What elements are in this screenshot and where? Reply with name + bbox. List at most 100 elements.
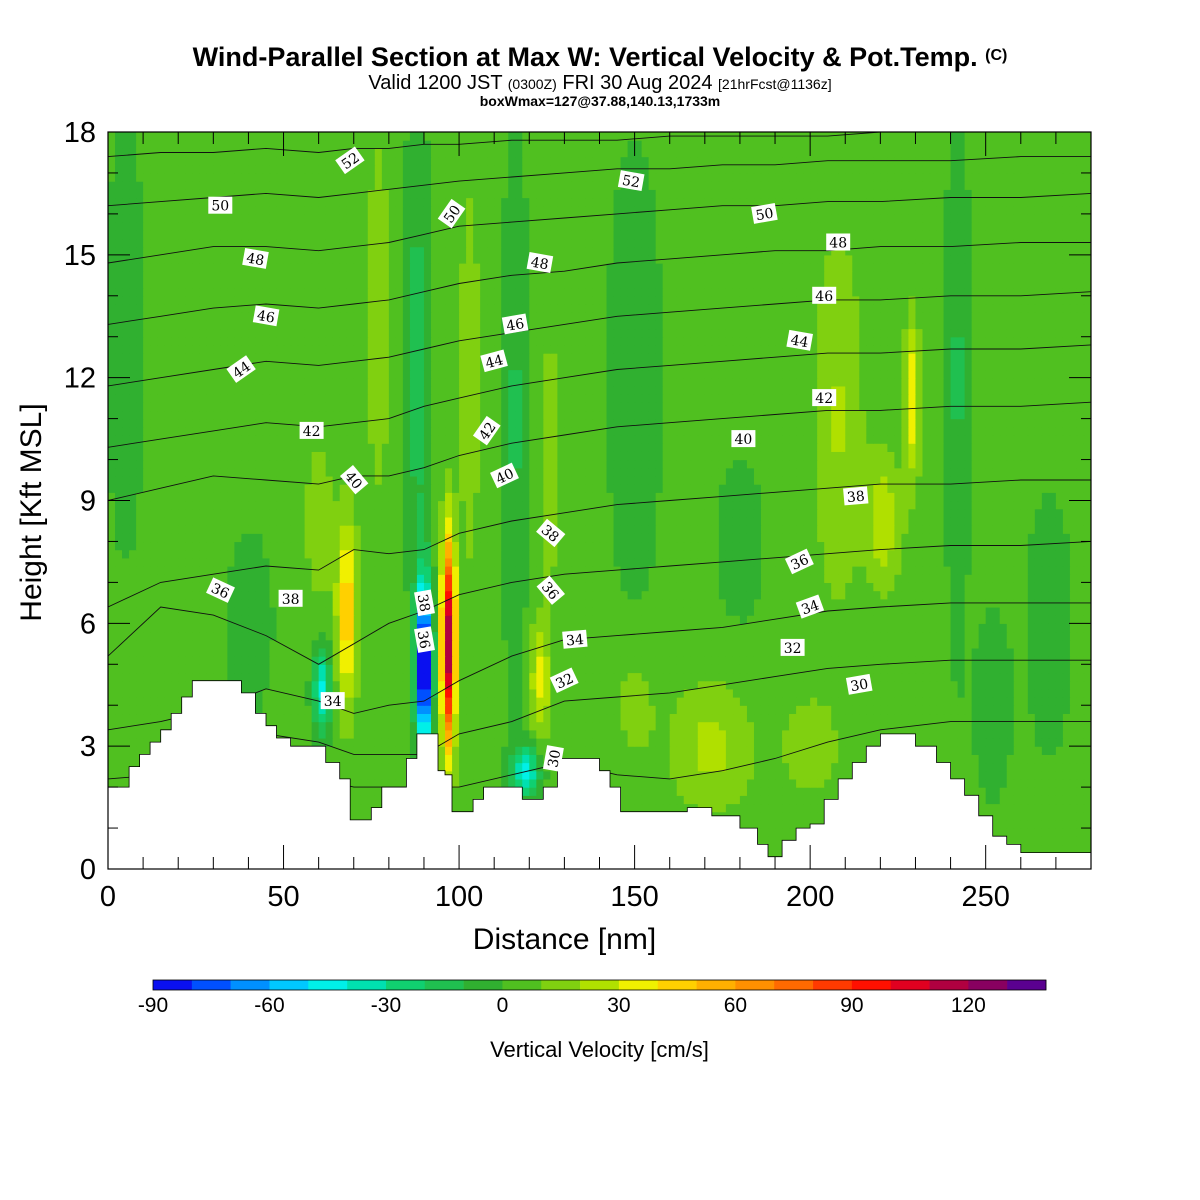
- velocity-cell: [115, 746, 123, 755]
- velocity-cell: [157, 647, 165, 657]
- velocity-cell: [971, 697, 980, 706]
- velocity-cell: [606, 623, 615, 633]
- velocity-cell: [627, 574, 636, 583]
- velocity-cell: [108, 582, 116, 592]
- velocity-cell: [255, 631, 264, 641]
- velocity-cell: [227, 672, 235, 682]
- velocity-cell: [746, 672, 755, 682]
- velocity-cell: [1041, 688, 1050, 698]
- velocity-cell: [824, 631, 832, 641]
- velocity-cell: [213, 615, 221, 624]
- velocity-cell: [866, 664, 874, 674]
- velocity-cell: [297, 631, 306, 641]
- velocity-cell: [353, 623, 362, 633]
- velocity-cell: [746, 713, 755, 723]
- velocity-cell: [276, 574, 285, 583]
- velocity-cell: [669, 598, 678, 608]
- velocity-cell: [227, 639, 235, 649]
- velocity-cell: [760, 778, 769, 788]
- velocity-cell: [1048, 778, 1057, 788]
- velocity-cell: [466, 574, 474, 583]
- velocity-cell: [515, 754, 523, 764]
- velocity-cell: [459, 746, 467, 755]
- velocity-cell: [360, 770, 369, 780]
- velocity-cell: [297, 729, 306, 739]
- velocity-cell: [248, 639, 257, 649]
- velocity-cell: [641, 582, 650, 592]
- velocity-cell: [1013, 770, 1022, 780]
- velocity-cell: [789, 721, 797, 731]
- velocity-cell: [234, 582, 243, 592]
- velocity-cell: [655, 680, 664, 690]
- velocity-cell: [108, 721, 116, 731]
- velocity-cell: [395, 721, 404, 731]
- velocity-cell: [550, 729, 558, 739]
- velocity-cell: [824, 729, 832, 739]
- velocity-cell: [957, 754, 966, 764]
- velocity-cell: [592, 582, 601, 592]
- velocity-cell: [206, 672, 214, 682]
- velocity-cell: [880, 705, 888, 715]
- velocity-cell: [178, 656, 186, 665]
- velocity-cell: [1013, 778, 1022, 788]
- velocity-cell: [494, 672, 502, 682]
- velocity-cell: [395, 713, 404, 723]
- velocity-cell: [782, 737, 790, 747]
- velocity-cell: [753, 656, 762, 665]
- velocity-cell: [353, 713, 362, 723]
- velocity-cell: [171, 656, 179, 665]
- velocity-cell: [669, 623, 678, 633]
- velocity-cell: [873, 688, 881, 698]
- velocity-cell: [943, 631, 952, 641]
- velocity-cell: [339, 598, 348, 608]
- velocity-cell: [1020, 639, 1029, 649]
- velocity-cell: [409, 705, 418, 715]
- velocity-cell: [901, 623, 910, 633]
- velocity-cell: [599, 713, 608, 723]
- velocity-cell: [353, 688, 362, 698]
- velocity-cell: [1027, 811, 1036, 821]
- velocity-cell: [1083, 811, 1091, 821]
- velocity-cell: [725, 582, 734, 592]
- velocity-cell: [494, 778, 502, 788]
- velocity-cell: [1069, 623, 1078, 633]
- velocity-cell: [452, 737, 460, 747]
- velocity-cell: [662, 590, 671, 600]
- velocity-cell: [1020, 664, 1029, 674]
- velocity-cell: [311, 721, 320, 731]
- velocity-cell: [880, 721, 888, 731]
- velocity-cell: [353, 762, 362, 772]
- velocity-cell: [206, 598, 214, 608]
- velocity-cell: [430, 705, 439, 715]
- velocity-cell: [697, 680, 706, 690]
- velocity-cell: [732, 746, 741, 755]
- velocity-cell: [276, 647, 285, 657]
- velocity-cell: [768, 844, 776, 854]
- velocity-cell: [704, 598, 713, 608]
- velocity-cell: [592, 639, 601, 649]
- velocity-cell: [395, 688, 404, 698]
- velocity-cell: [768, 705, 776, 715]
- velocity-cell: [985, 705, 994, 715]
- velocity-cell: [255, 623, 264, 633]
- velocity-cell: [585, 746, 594, 755]
- velocity-cell: [732, 582, 741, 592]
- velocity-cell: [445, 721, 453, 731]
- velocity-cell: [381, 770, 390, 780]
- velocity-cell: [430, 574, 439, 583]
- velocity-cell: [367, 574, 376, 583]
- velocity-cell: [480, 598, 488, 608]
- velocity-cell: [1062, 631, 1071, 641]
- velocity-cell: [508, 688, 516, 698]
- velocity-cell: [852, 664, 860, 674]
- velocity-cell: [318, 606, 327, 616]
- velocity-cell: [796, 721, 804, 731]
- velocity-cell: [332, 590, 341, 600]
- velocity-cell: [901, 582, 910, 592]
- velocity-cell: [374, 672, 383, 682]
- velocity-cell: [929, 664, 938, 674]
- velocity-cell: [1076, 697, 1085, 706]
- velocity-cell: [627, 623, 636, 633]
- velocity-cell: [887, 705, 895, 715]
- velocity-cell: [992, 754, 1001, 764]
